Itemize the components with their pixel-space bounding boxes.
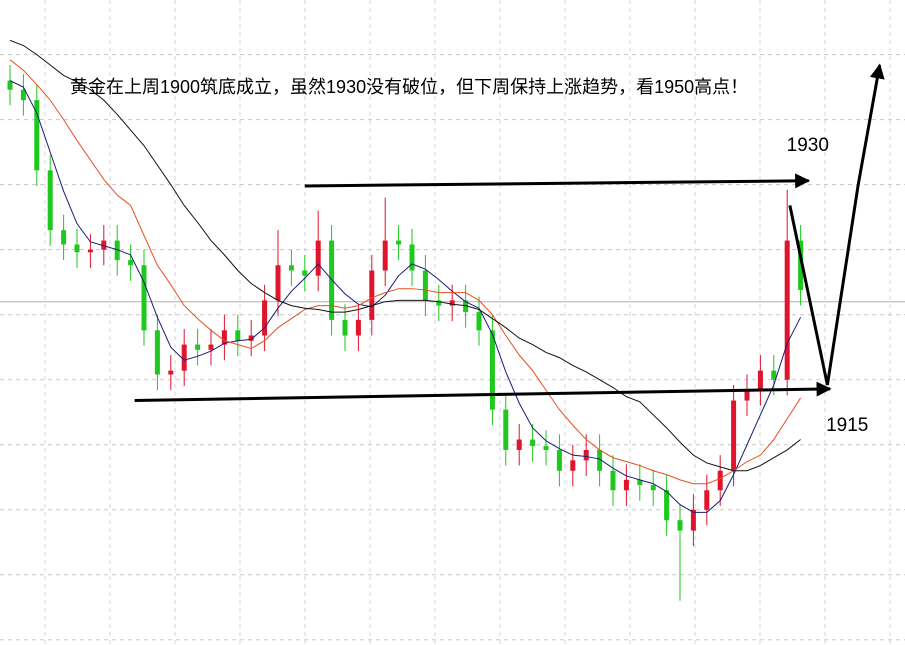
candle-body — [315, 240, 321, 276]
candle-body — [141, 265, 147, 331]
candle-body — [731, 400, 737, 471]
candle-body — [168, 370, 174, 375]
chart-title: 黄金在上周1900筑底成立，虽然1930没有破位，但下周保持上涨趋势，看1950… — [70, 77, 748, 97]
candle-body — [302, 270, 308, 276]
candle-body — [516, 439, 522, 450]
candle-body — [74, 244, 80, 253]
candle-body — [195, 344, 201, 350]
candle-body — [757, 370, 763, 391]
candle-body — [463, 300, 469, 313]
candle-body — [221, 330, 227, 345]
candle-body — [650, 485, 656, 491]
candle-body — [382, 240, 388, 271]
candle-body — [288, 265, 294, 271]
level-label: 1915 — [826, 415, 868, 436]
candle-body — [101, 240, 107, 250]
candle-body — [556, 449, 562, 471]
candle-body — [396, 240, 402, 245]
candle-body — [784, 240, 790, 380]
candle-body — [235, 330, 241, 341]
candle-body — [47, 170, 53, 231]
candle-body — [275, 265, 281, 301]
candle-body — [583, 449, 589, 461]
candle-body — [114, 240, 120, 261]
moving-average-line — [9, 39, 801, 472]
annotation-arrow — [304, 173, 811, 189]
candle-body — [489, 330, 495, 410]
plot: 1930 1915 — [0, 39, 905, 641]
candle-body — [208, 344, 214, 350]
candle-body — [664, 490, 670, 521]
annotation-arrow — [134, 381, 832, 403]
candle-body — [449, 300, 455, 306]
level-label: 1930 — [787, 135, 829, 156]
candle-body — [597, 449, 603, 471]
candle-body — [610, 470, 616, 491]
candle-body — [128, 260, 134, 266]
candle-body — [248, 335, 254, 341]
candle-body — [369, 270, 375, 320]
candle-body — [798, 240, 804, 290]
candle-body — [20, 89, 26, 101]
candle-body — [771, 370, 777, 380]
candle-body — [717, 470, 723, 491]
candle-body — [87, 249, 93, 253]
moving-average-line — [9, 59, 802, 485]
candle-body — [623, 479, 629, 491]
candle-body — [7, 80, 13, 90]
candle-body — [409, 244, 415, 271]
candle-body — [570, 460, 576, 471]
candle-body — [690, 509, 696, 531]
candle-body — [342, 319, 348, 336]
candle-body — [530, 439, 536, 447]
candle-body — [704, 490, 710, 510]
candle-body — [637, 479, 643, 486]
candle-body — [355, 319, 361, 336]
candle-body — [422, 270, 428, 301]
candle-body — [503, 409, 509, 450]
vertical-grid — [44, 0, 891, 645]
candle-body — [262, 300, 268, 336]
candle-body — [436, 300, 442, 306]
candle-body — [61, 230, 67, 245]
candle-body — [543, 446, 549, 450]
candle-body — [744, 390, 750, 401]
annotation-arrow — [788, 63, 885, 386]
candle-body — [677, 520, 683, 531]
candle-body — [181, 344, 187, 371]
candle-body — [34, 100, 40, 171]
moving-average-line — [9, 80, 802, 513]
candle-body — [154, 330, 160, 375]
candle-body — [476, 312, 482, 331]
